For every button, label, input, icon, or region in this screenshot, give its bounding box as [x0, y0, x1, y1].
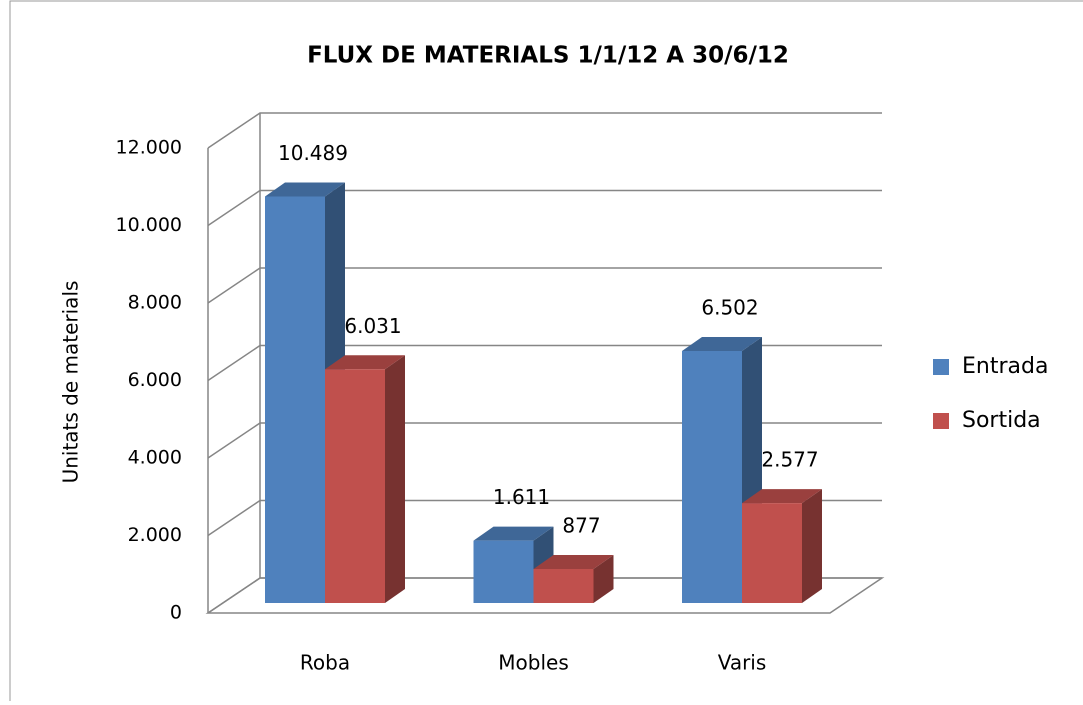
bar-face: [682, 337, 762, 352]
bar-face: [802, 489, 822, 603]
bar-face: [265, 196, 325, 603]
chart-title: FLUX DE MATERIALS 1/1/12 A 30/6/12: [307, 43, 789, 69]
y-tick-label: 6.000: [128, 369, 182, 391]
y-tick-label: 8.000: [128, 292, 182, 314]
bar-face: [473, 540, 534, 603]
y-axis-title: Unitats de materials: [59, 281, 83, 484]
bar-face: [593, 555, 614, 603]
bar-face: [473, 526, 554, 541]
chart-border: [9, 0, 1083, 701]
bar-face: [742, 489, 822, 504]
data-label: 10.489: [278, 141, 348, 165]
bar-face: [533, 555, 614, 570]
bar-face: [385, 355, 405, 603]
grid-line: [207, 422, 882, 459]
y-tick-label: 4.000: [128, 447, 182, 469]
y-tick-label: 2.000: [128, 524, 182, 546]
data-label: 6.031: [344, 314, 401, 338]
data-label: 6.502: [701, 296, 758, 320]
x-tick-label: Mobles: [498, 651, 568, 675]
grid-line: [207, 499, 882, 537]
y-tick-label: 0: [170, 602, 182, 624]
bar-face: [533, 569, 594, 603]
grid-line: [207, 344, 882, 382]
x-tick-label: Varis: [718, 651, 767, 675]
bar-face: [325, 369, 385, 603]
grid-line: [207, 267, 882, 304]
data-label: 2.577: [761, 448, 818, 472]
bar-face: [265, 182, 345, 197]
bar: [533, 555, 614, 603]
bar-face: [325, 355, 405, 370]
bar: [325, 355, 405, 603]
bar: [682, 337, 762, 603]
grid-line: [207, 112, 882, 149]
y-tick-label: 12.000: [116, 137, 182, 159]
grid-line: [207, 189, 882, 227]
bar-face: [742, 503, 802, 603]
grid-line: [207, 577, 882, 614]
legend-label: Entrada: [962, 354, 1048, 379]
bar: [742, 489, 822, 603]
legend-swatch: [933, 359, 949, 375]
y-tick-label: 10.000: [116, 214, 182, 236]
data-label: 877: [562, 514, 600, 538]
x-tick-label: Roba: [300, 651, 350, 675]
data-label: 1.611: [493, 485, 550, 509]
legend-label: Sortida: [962, 408, 1041, 433]
bar-face: [682, 351, 742, 603]
legend-swatch: [933, 413, 949, 429]
